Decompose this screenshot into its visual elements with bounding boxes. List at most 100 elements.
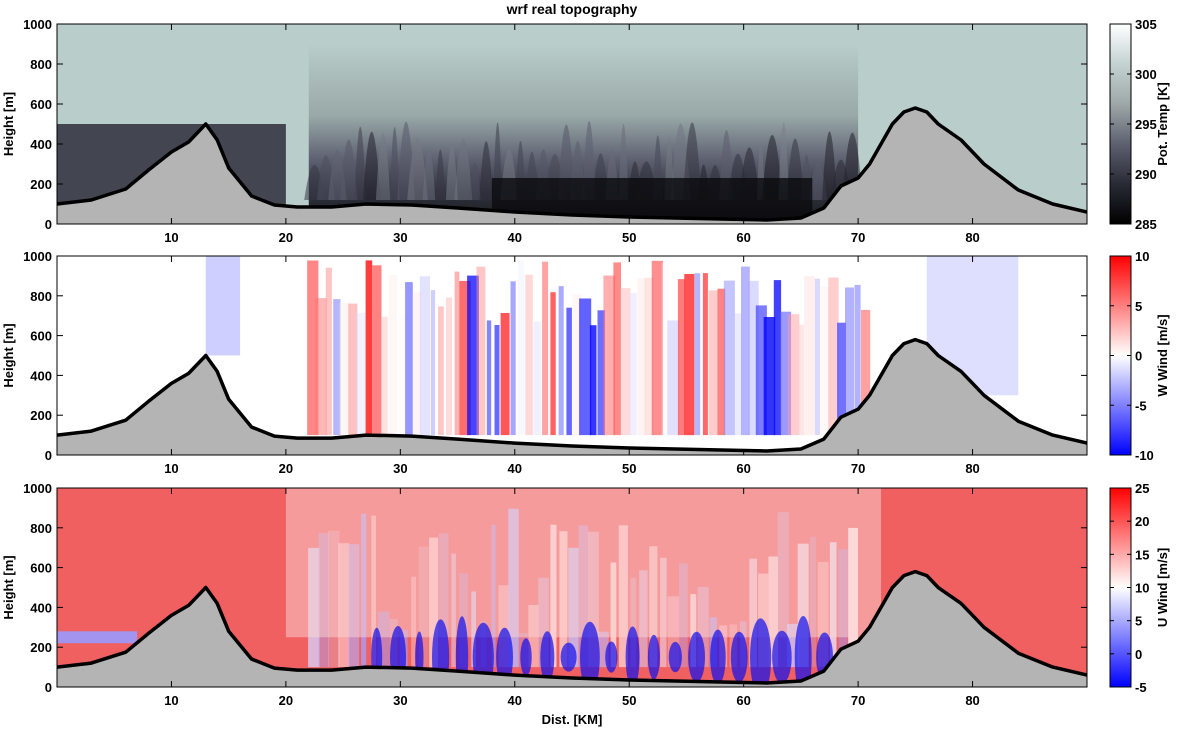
y-tick-label: 800 [30, 521, 52, 536]
reversed-flow [605, 641, 618, 673]
temperature-plume [445, 144, 458, 200]
colorbar: -10 -5 0 5 10 W Wind [m/s] [1109, 249, 1170, 463]
axes-frame [56, 487, 1088, 688]
wind-stripe [355, 312, 366, 436]
wind-stripe [525, 274, 533, 436]
y-tick-label: 0 [45, 448, 52, 463]
x-tick-label: 10 [164, 461, 178, 476]
wind-stripe [572, 294, 582, 436]
wind-stripe [837, 322, 846, 436]
wind-stripe [339, 302, 351, 436]
wind-stripe [798, 324, 804, 436]
wind-stripe [314, 298, 327, 436]
downdraft-left [205, 256, 241, 356]
terrain-fill [57, 571, 1087, 687]
temperature-plume [354, 126, 366, 200]
x-tick-label: 70 [851, 230, 865, 245]
x-tick-label: 60 [736, 461, 750, 476]
temperature-plume [407, 137, 428, 200]
y-tick-label: 1000 [23, 17, 52, 32]
colorbar-tick-label: 285 [1135, 217, 1157, 232]
reversed-flow [750, 618, 772, 687]
wind-stripe [307, 260, 319, 436]
reversed-flow [580, 621, 600, 687]
wind-stripe [763, 317, 776, 436]
colorbar: 285 290 295 300 305 Pot. Temp [K] [1109, 17, 1170, 232]
temperature-plume [435, 149, 446, 200]
x-tick-label: 10 [164, 230, 178, 245]
wind-stripe [467, 275, 479, 436]
wind-stripe [845, 287, 854, 436]
terrain-fill [57, 339, 1087, 455]
x-tick-label: 40 [508, 461, 522, 476]
x-tick-label: 80 [965, 693, 979, 708]
reversed-flow [668, 641, 682, 673]
colorbar-label: Pot. Temp [K] [1155, 82, 1170, 166]
reversed-flow [647, 634, 660, 680]
wind-stripe [459, 280, 471, 436]
axes-frame [56, 255, 1088, 456]
wind-stripe [603, 275, 615, 436]
y-tick-label: 200 [30, 177, 52, 192]
reversed-flow [730, 631, 748, 683]
field [57, 256, 1087, 455]
y-tick-label: 0 [45, 680, 52, 695]
wind-stripe [500, 313, 510, 436]
wind-stripe [405, 282, 413, 436]
wind-stripe [333, 299, 341, 436]
terrain-outline [57, 106, 1087, 222]
x-tick-label: 40 [508, 230, 522, 245]
wind-stripe [629, 293, 637, 436]
temperature-plume [454, 138, 473, 200]
colorbar-tick-label: 300 [1135, 67, 1157, 82]
y-tick-label: 1000 [23, 249, 52, 264]
temperature-plume [340, 139, 358, 200]
wind-stripe [510, 281, 516, 436]
wind-stripe [694, 273, 701, 436]
wind-stripe [589, 325, 597, 436]
wind-stripe [325, 267, 332, 436]
wind-stripe [598, 631, 609, 668]
wind-stripe [661, 262, 670, 436]
wind-stripe [814, 278, 820, 436]
reversed-flow [540, 631, 555, 683]
wind-stripe [395, 313, 407, 436]
colorbar-label: W Wind [m/s] [1155, 314, 1170, 396]
y-axis-label: Height [m] [1, 555, 16, 619]
x-tick-label: 70 [851, 461, 865, 476]
y-axis-label: Height [m] [1, 323, 16, 387]
field [57, 24, 1087, 224]
y-axis-label: Height [m] [1, 92, 16, 156]
temperature-plume [468, 162, 481, 200]
wind-stripe [755, 305, 767, 436]
y-tick-label: 600 [30, 561, 52, 576]
wind-stripe [419, 276, 430, 436]
y-tick-label: 400 [30, 600, 52, 615]
reversed-flow [710, 629, 726, 685]
colorbar: -5 0 5 10 15 20 25 U Wind [m/s] [1109, 481, 1170, 695]
x-axis-label: Dist. [KM] [542, 712, 603, 727]
wind-stripe [494, 325, 500, 436]
wind-stripe [861, 309, 871, 436]
x-tick-label: 30 [393, 693, 407, 708]
wind-stripe [717, 288, 726, 436]
wind-stripe [542, 261, 549, 436]
x-tick-label: 30 [393, 230, 407, 245]
reversed-flow [794, 616, 812, 687]
wind-stripe [748, 280, 759, 436]
wind-stripe [486, 320, 492, 436]
wind-stripe [787, 314, 800, 436]
wind-stripe [804, 276, 815, 436]
y-tick-label: 200 [30, 408, 52, 423]
wind-stripe [446, 297, 452, 436]
y-tick-label: 400 [30, 137, 52, 152]
y-tick-label: 200 [30, 640, 52, 655]
colorbar-tick-label: -10 [1135, 448, 1154, 463]
wind-stripe [644, 277, 654, 436]
axes-frame [56, 23, 1088, 225]
field [57, 488, 1087, 687]
x-tick-label: 60 [736, 693, 750, 708]
y-tick-label: 0 [45, 217, 52, 232]
